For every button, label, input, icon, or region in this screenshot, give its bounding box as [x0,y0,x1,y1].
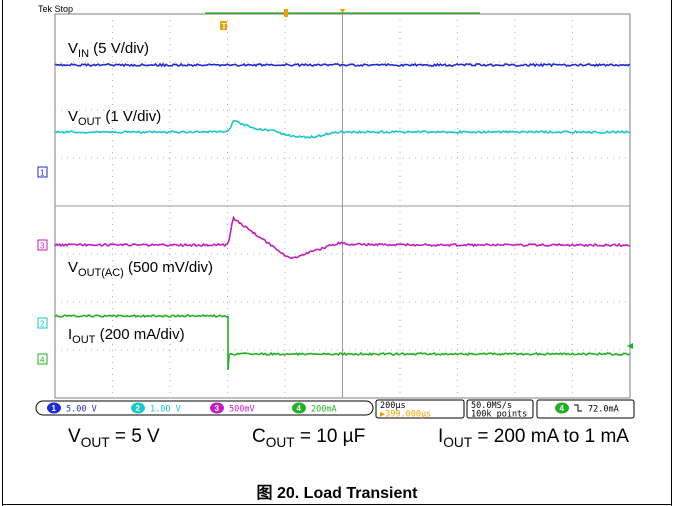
ch3-readout-value: 500mV [229,405,255,415]
frame-bottom-rule [2,504,672,505]
ch3-ground-marker-label: 3 [40,242,45,251]
vin-label-rest: (5 V/div) [89,40,149,57]
figure-caption: 图 20. Load Transient [0,479,674,503]
vout-ac-label-rest: (500 mV/div) [124,259,213,276]
ch4-readout-badge-label: 4 [297,404,302,413]
vout-label-main: V [68,108,78,125]
scope-status-text: Tek Stop [38,4,73,14]
ch3-readout-badge-label: 3 [215,404,220,413]
condition-cout: COUT = 10 µF [252,426,365,450]
ch2-ground-marker-label: 2 [40,320,45,329]
ch1-ground-marker-label: 1 [40,169,45,178]
ch2-readout-badge-label: 2 [136,404,141,413]
trigger-source-badge-label: 4 [560,404,565,413]
vout-ac-label-sub: OUT(AC) [78,267,124,279]
vin-label-sub: IN [78,48,89,60]
condition-iout: IOUT = 200 mA to 1 mA [438,426,629,450]
condition-vout: VOUT = 5 V [68,426,160,450]
scope-screen: Tek StopT1324VIN (5 V/div)VOUT (1 V/div)… [0,0,674,420]
condition-cout-sub: OUT [266,435,295,450]
record-view-marker [284,9,288,17]
condition-iout-rest: = 200 mA to 1 mA [472,426,629,447]
ch1-readout-badge-label: 1 [52,404,57,413]
condition-cout-rest: = 10 µF [295,426,366,447]
condition-vout-main: V [68,426,81,447]
ch4-readout-value: 200mA [311,405,337,415]
condition-vout-sub: OUT [81,435,110,450]
ch4-ground-marker-label: 4 [40,356,45,365]
condition-iout-sub: OUT [443,435,472,450]
record-length-value: 100k points [471,410,527,420]
iout-label-sub: OUT [72,334,96,346]
test-conditions: VOUT = 5 V COUT = 10 µF IOUT = 200 mA to… [30,426,664,456]
trigger-readout-box [537,400,634,418]
ch1-readout-value: 5.00 V [66,405,97,415]
iout-label-rest: (200 mA/div) [95,326,184,343]
trigger-time-marker-label: T [222,22,227,31]
vout-label-sub: OUT [78,116,102,128]
oscilloscope-capture: Tek Stop T 1 3 2 4 VIN (5 V/div) VOUT (1 V/div)… [0,0,674,420]
condition-vout-rest: = 5 V [110,426,160,447]
trigger-position-value: ▶399.000µs [380,410,431,420]
vin-label-main: V [68,40,78,57]
vout-label-rest: (1 V/div) [101,108,161,125]
condition-cout-main: C [252,426,266,447]
vout-ac-label-main: V [68,259,78,276]
ch2-readout-value: 1.00 V [150,405,181,415]
trigger-level-value: 72.0mA [588,405,619,415]
